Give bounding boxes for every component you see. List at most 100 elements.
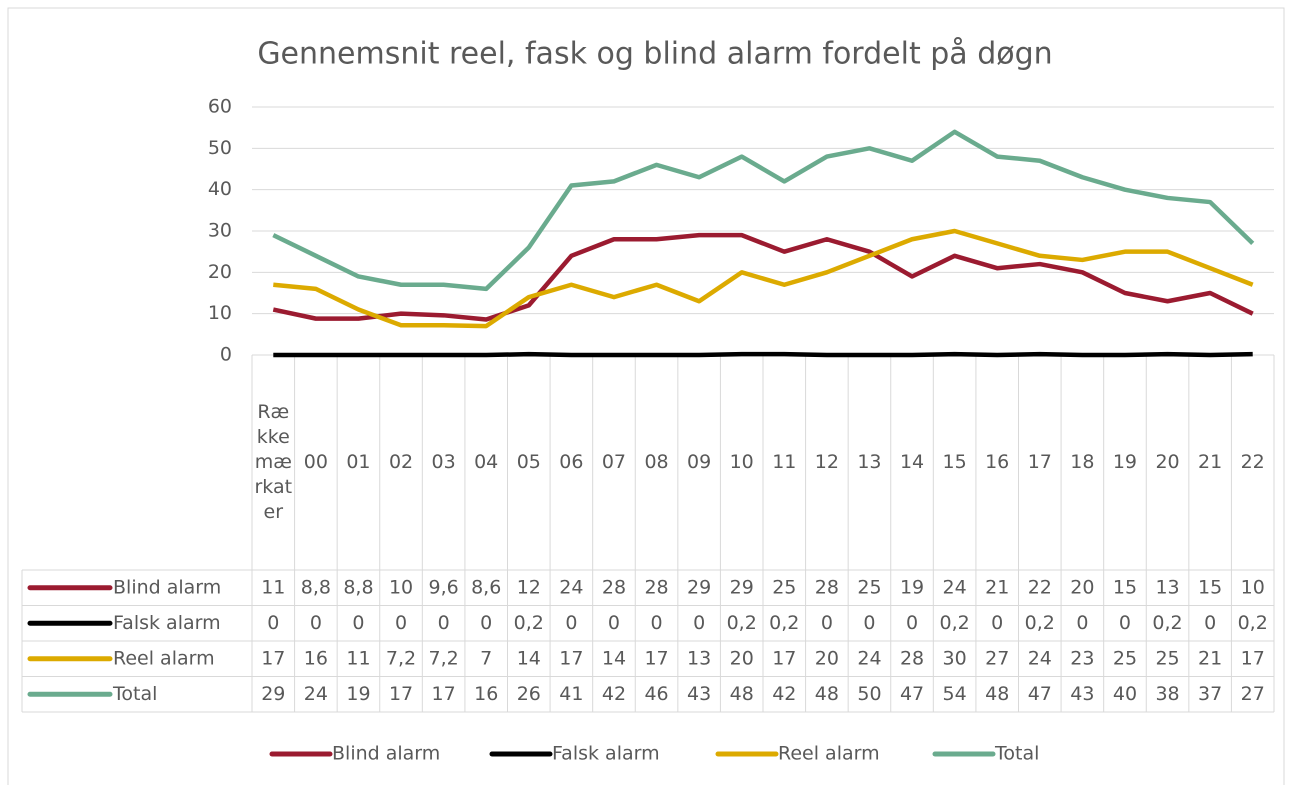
x-tick-label: 19 [1112, 451, 1138, 473]
category-cell: 07 [601, 451, 627, 473]
series-line [273, 228, 1254, 329]
table-value: 43 [687, 683, 711, 705]
table-value: 0 [608, 612, 620, 634]
table-value: 20 [730, 647, 754, 669]
table-value: 47 [900, 683, 924, 705]
table-value: 14 [602, 647, 626, 669]
x-tick-label: 07 [601, 451, 627, 473]
category-cell: 18 [1070, 451, 1094, 473]
x-tick-label: 05 [516, 451, 541, 473]
table-row-label: Total [112, 683, 157, 705]
category-cell: 03 [431, 451, 456, 473]
x-tick-label: 02 [388, 451, 414, 473]
table-value: 7,2 [386, 647, 416, 669]
x-tick-label: 08 [644, 451, 669, 473]
table-value: 0,2 [1152, 612, 1182, 634]
table-value: 16 [474, 683, 498, 705]
y-tick-label: 30 [208, 220, 232, 242]
table-value: 20 [815, 647, 839, 669]
table-value: 15 [1198, 576, 1222, 598]
category-cell: 04 [474, 451, 499, 473]
table-value: 0 [650, 612, 662, 634]
table-value: 7 [480, 647, 492, 669]
table-value: 8,6 [471, 576, 501, 598]
table-value: 13 [1155, 576, 1179, 598]
category-cell: 21 [1198, 451, 1222, 473]
table-value: 27 [985, 647, 1009, 669]
table-value: 0,2 [514, 612, 544, 634]
legend-label: Reel alarm [778, 743, 880, 765]
table-value: 17 [261, 647, 285, 669]
table-value: 40 [1113, 683, 1137, 705]
table-value: 17 [432, 683, 456, 705]
table-value: 14 [517, 647, 541, 669]
x-tick-label: 16 [985, 451, 1010, 473]
table-value: 0,2 [727, 612, 757, 634]
y-tick-label: 10 [208, 302, 232, 324]
table-value: 0 [352, 612, 364, 634]
legend-label: Blind alarm [332, 743, 440, 765]
y-tick-label: 40 [208, 178, 232, 200]
table-value: 42 [772, 683, 796, 705]
table-value: 29 [687, 576, 711, 598]
table-value: 13 [687, 647, 711, 669]
chart-title: Gennemsnit reel, fask og blind alarm for… [257, 37, 1052, 72]
category-cell: 11 [772, 451, 796, 473]
table-value: 0 [1076, 612, 1088, 634]
category-cell: 17 [1027, 451, 1052, 473]
table-value: 8,8 [301, 576, 331, 598]
table-value: 0 [821, 612, 833, 634]
category-cell: 05 [516, 451, 541, 473]
table-row-label: Reel alarm [113, 647, 215, 669]
x-tick-label: 00 [303, 451, 328, 473]
table-value: 7,2 [429, 647, 459, 669]
x-tick-label: 04 [474, 451, 499, 473]
category-cell: 22 [1241, 451, 1265, 473]
legend-label: Falsk alarm [552, 743, 660, 765]
y-tick-label: 0 [220, 344, 232, 366]
chart-frame [7, 7, 1285, 785]
x-tick-label: 06 [559, 451, 584, 473]
y-tick-label: 20 [208, 261, 232, 283]
table-value: 0,2 [940, 612, 970, 634]
legend-label: Total [994, 743, 1039, 765]
table-value: 19 [346, 683, 370, 705]
category-cell: 13 [857, 451, 881, 473]
table-value: 28 [602, 576, 626, 598]
table-value: 0 [480, 612, 492, 634]
table-value: 41 [559, 683, 583, 705]
table-value: 28 [644, 576, 668, 598]
table-value: 0 [267, 612, 279, 634]
category-cell: 08 [644, 451, 669, 473]
table-value: 28 [900, 647, 924, 669]
table-value: 9,6 [429, 576, 459, 598]
x-tick-label: 15 [942, 451, 967, 473]
x-tick-label: 14 [899, 451, 925, 473]
category-cell: 19 [1112, 451, 1138, 473]
x-tick-label: 10 [729, 451, 754, 473]
table-value: 48 [730, 683, 754, 705]
table-value: 0 [693, 612, 705, 634]
table-value: 42 [602, 683, 626, 705]
table-value: 0 [310, 612, 322, 634]
series-line [272, 232, 1254, 322]
category-cell: 01 [346, 451, 370, 473]
table-value: 0 [991, 612, 1003, 634]
table-value: 0 [1119, 612, 1131, 634]
table-value: 15 [1113, 576, 1137, 598]
table-value: 0 [438, 612, 450, 634]
table-value: 24 [304, 683, 328, 705]
x-tick-label: 03 [431, 451, 456, 473]
table-value: 50 [857, 683, 881, 705]
table-value: 43 [1070, 683, 1094, 705]
table-value: 10 [1241, 576, 1265, 598]
x-tick-label: Rækkemærkater [254, 401, 293, 523]
table-value: 10 [389, 576, 413, 598]
table-value: 25 [857, 576, 881, 598]
category-cell: 09 [687, 451, 711, 473]
x-tick-label: 12 [814, 451, 839, 473]
table-row-label: Blind alarm [113, 576, 221, 598]
table-value: 17 [389, 683, 413, 705]
category-cell: 20 [1155, 451, 1179, 473]
x-tick-label: 17 [1027, 451, 1052, 473]
